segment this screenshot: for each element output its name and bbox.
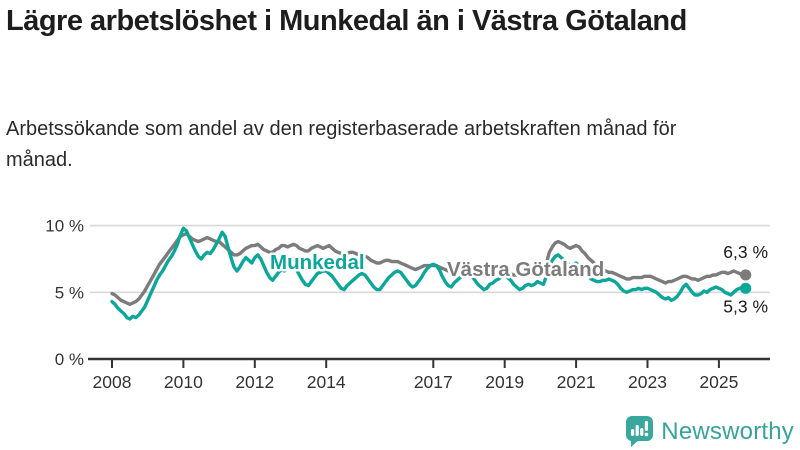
y-axis-tick-label: 5 % <box>55 283 84 302</box>
x-axis-tick-label: 2019 <box>485 372 524 392</box>
page-title: Lägre arbetslöshet i Munkedal än i Västr… <box>6 5 687 37</box>
newsworthy-logo[interactable]: Newsworthy <box>624 415 794 448</box>
y-axis-tick-label: 10 % <box>45 217 84 236</box>
x-axis-tick-label: 2014 <box>307 372 346 392</box>
y-axis-tick-label: 0 % <box>55 350 84 369</box>
end-value-label: 5,3 % <box>723 296 768 316</box>
x-axis-tick-label: 2023 <box>628 372 667 392</box>
x-axis-tick-label: 2008 <box>93 372 132 392</box>
newsworthy-wordmark: Newsworthy <box>661 417 794 445</box>
series-line-munkedal <box>110 226 748 321</box>
newsworthy-icon <box>626 416 654 447</box>
latest-point-munkedal <box>740 282 752 294</box>
x-axis-tick-label: 2010 <box>164 372 203 392</box>
series-label-munkedal: Munkedal <box>270 251 365 274</box>
chart-subtitle: Arbetssökande som andel av den registerb… <box>6 118 677 171</box>
unemployment-line-chart: 0 % 5 % 10 % 2008 2010 2012 2014 2017 2019 2021 20… <box>45 217 770 392</box>
end-value-label: 6,3 % <box>723 242 768 262</box>
x-axis-tick-label: 2025 <box>699 372 738 392</box>
series-label-v-stra-g-taland: Västra Götaland <box>447 258 604 281</box>
x-axis-tick-label: 2017 <box>414 372 453 392</box>
latest-point-v-stra-g-taland <box>740 269 752 281</box>
x-axis-tick-label: 2012 <box>235 372 274 392</box>
x-axis-tick-label: 2021 <box>557 372 596 392</box>
